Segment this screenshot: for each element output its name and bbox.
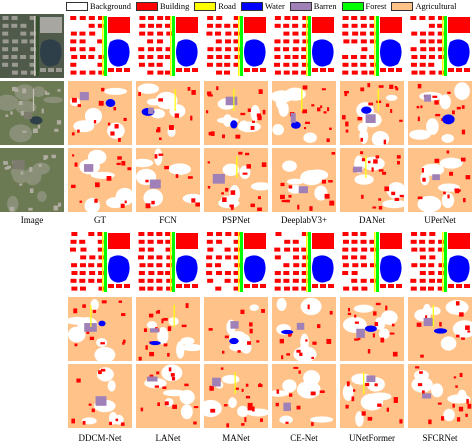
caption-top: UPerNet — [424, 215, 456, 225]
caption-top: FCN — [159, 215, 177, 225]
legend-label: Background — [90, 1, 131, 11]
legend-item-water: Water — [240, 1, 285, 11]
panel-bottom-r1-c5 — [340, 297, 404, 361]
panel-bottom-r1-c2 — [136, 297, 200, 361]
legend-swatch — [341, 1, 364, 11]
panel-bottom-r2-c6 — [408, 364, 472, 428]
legend-label: Barren — [313, 1, 337, 11]
panel-bottom-r0-c4 — [272, 230, 336, 294]
legend-swatch — [391, 1, 414, 11]
panel-top-r2-c0 — [0, 148, 64, 212]
panel-bottom-r0-c3 — [204, 230, 268, 294]
caption-bottom: DDCM-Net — [79, 433, 122, 443]
panel-bottom-r1-c6 — [408, 297, 472, 361]
panel-top-r2-c4 — [272, 148, 336, 212]
panel-top-r2-c1 — [68, 148, 132, 212]
panel-top-r1-c5 — [340, 81, 404, 145]
panel-top-r1-c2 — [136, 81, 200, 145]
legend-swatch — [289, 1, 312, 11]
legend-label: Agricultural — [415, 1, 457, 11]
panel-top-r1-c1 — [68, 81, 132, 145]
panel-top-r1-c0 — [0, 81, 64, 145]
legend-label: Building — [159, 1, 190, 11]
caption-top: DeeplabV3+ — [281, 215, 327, 225]
caption-top: GT — [94, 215, 106, 225]
caption-bottom: CE-Net — [290, 433, 318, 443]
caption-top: DANet — [359, 215, 385, 225]
panel-bottom-r1-c3 — [204, 297, 268, 361]
panel-top-r0-c6 — [408, 14, 472, 78]
panel-top-r0-c1 — [68, 14, 132, 78]
legend-swatch — [135, 1, 158, 11]
panel-bottom-r2-c5 — [340, 364, 404, 428]
panel-bottom-r0-c2 — [136, 230, 200, 294]
panel-top-r1-c4 — [272, 81, 336, 145]
caption-bottom: UNetFormer — [349, 433, 395, 443]
panel-top-r0-c2 — [136, 14, 200, 78]
panel-bottom-r0-c1 — [68, 230, 132, 294]
panel-top-r2-c6 — [408, 148, 472, 212]
legend-label: Forest — [365, 1, 387, 11]
legend-item-building: Building — [135, 1, 190, 11]
legend-item-barren: Barren — [289, 1, 337, 11]
caption-bottom: LANet — [156, 433, 181, 443]
panel-bottom-r2-c1 — [68, 364, 132, 428]
legend-item-agricultural: Agricultural — [391, 1, 457, 11]
legend-item-forest: Forest — [341, 1, 387, 11]
caption-top: Image — [21, 215, 44, 225]
caption-bottom: SFCRNet — [422, 433, 458, 443]
caption-bottom: MANet — [222, 433, 250, 443]
legend-swatch — [240, 1, 263, 11]
panel-top-r2-c2 — [136, 148, 200, 212]
panel-top-r0-c0 — [0, 14, 64, 78]
panel-bottom-r2-c3 — [204, 364, 268, 428]
panel-bottom-r2-c4 — [272, 364, 336, 428]
panel-top-r2-c3 — [204, 148, 268, 212]
panel-top-r0-c3 — [204, 14, 268, 78]
panel-bottom-r1-c4 — [272, 297, 336, 361]
legend-label: Road — [218, 1, 236, 11]
legend-swatch — [66, 1, 88, 11]
legend-item-road: Road — [194, 1, 236, 11]
legend-label: Water — [264, 1, 285, 11]
panel-top-r0-c4 — [272, 14, 336, 78]
panel-top-r0-c5 — [340, 14, 404, 78]
panel-bottom-r0-c5 — [340, 230, 404, 294]
legend-item-background: Background — [66, 1, 131, 11]
panel-bottom-r0-c6 — [408, 230, 472, 294]
panel-bottom-r1-c1 — [68, 297, 132, 361]
caption-top: PSPNet — [222, 215, 251, 225]
panel-top-r2-c5 — [340, 148, 404, 212]
panel-top-r1-c3 — [204, 81, 268, 145]
legend-swatch — [194, 1, 217, 11]
panel-bottom-r2-c2 — [136, 364, 200, 428]
legend: Background Building Road Water Barren Forest A… — [66, 0, 474, 12]
panel-top-r1-c6 — [408, 81, 472, 145]
